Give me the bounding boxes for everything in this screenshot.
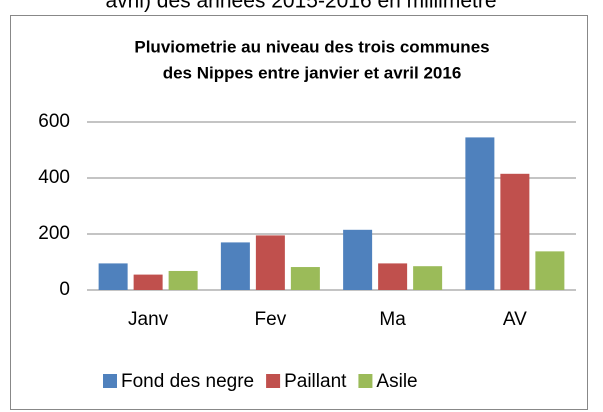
bar	[290, 267, 320, 290]
bar	[500, 173, 530, 290]
chart-title: des Nippes entre janvier et avril 2016	[163, 63, 462, 82]
legend-swatch	[358, 374, 373, 388]
x-tick-label: AV	[503, 309, 527, 330]
bar	[168, 270, 198, 290]
document-text: avril) des années 2015-2016 en millimètr…	[105, 0, 496, 13]
legend-swatch	[103, 374, 117, 388]
x-tick-label: Fev	[255, 309, 287, 330]
x-tick-label: Janv	[128, 309, 169, 330]
bar	[220, 242, 250, 290]
y-tick-label: 200	[38, 223, 70, 244]
legend-label: Paillant	[284, 371, 347, 392]
bar	[133, 274, 163, 290]
bar	[413, 266, 443, 290]
y-tick-label: 600	[38, 111, 70, 132]
legend-label: Fond des negre	[121, 371, 254, 392]
chart-title: Pluviometrie au niveau des trois commune…	[134, 37, 489, 56]
y-tick-label: 0	[59, 279, 70, 300]
bar	[378, 263, 408, 290]
x-tick-label: Ma	[379, 309, 406, 330]
bar	[98, 263, 128, 290]
legend-label: Asile	[376, 371, 417, 392]
y-tick-label: 400	[38, 167, 70, 188]
bar	[255, 235, 285, 290]
legend-swatch	[266, 374, 281, 388]
bar	[535, 251, 565, 290]
bar	[465, 137, 495, 290]
bar	[343, 229, 373, 290]
